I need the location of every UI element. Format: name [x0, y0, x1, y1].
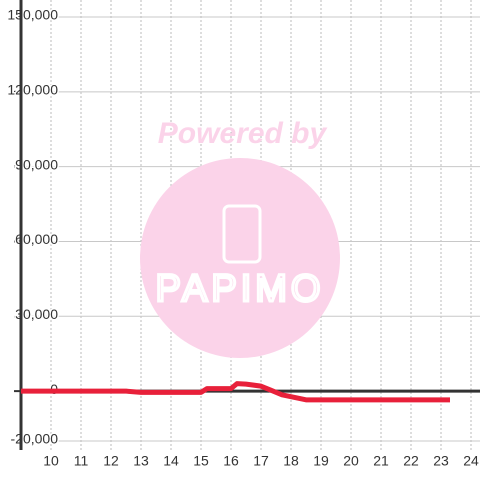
watermark-text: Powered by — [158, 117, 328, 150]
x-tick-label: 19 — [313, 453, 329, 469]
x-tick-label: 18 — [283, 453, 299, 469]
x-tick-label: 15 — [193, 453, 209, 469]
watermark-icon — [222, 204, 262, 264]
y-tick-label: 30,000 — [15, 306, 58, 322]
data-line — [21, 381, 450, 403]
x-tick-label: 22 — [403, 453, 419, 469]
x-tick-label: 13 — [133, 453, 149, 469]
watermark-logo: PAPIMO — [156, 268, 325, 310]
y-tick-label: 60,000 — [15, 231, 58, 247]
x-tick-label: 16 — [223, 453, 239, 469]
x-tick-label: 23 — [433, 453, 449, 469]
x-tick-label: 10 — [43, 453, 59, 469]
y-tick-label: 150,000 — [7, 7, 58, 23]
x-tick-label: 17 — [253, 453, 269, 469]
x-tick-label: 14 — [163, 453, 179, 469]
x-tick-label: 12 — [103, 453, 119, 469]
x-tick-label: 24 — [463, 453, 479, 469]
x-tick-label: 21 — [373, 453, 389, 469]
watermark: Powered by PAPIMO — [140, 117, 340, 358]
x-tick-label: 20 — [343, 453, 359, 469]
watermark-circle — [140, 158, 340, 358]
y-tick-label: -20,000 — [11, 431, 59, 447]
x-tick-label: 11 — [74, 453, 89, 469]
y-tick-label: 90,000 — [15, 156, 58, 172]
y-tick-label: 120,000 — [7, 82, 58, 98]
plot: 10 11 12 13 14 15 16 17 18 19 20 21 22 23 24-20,000030… — [6, 0, 480, 469]
